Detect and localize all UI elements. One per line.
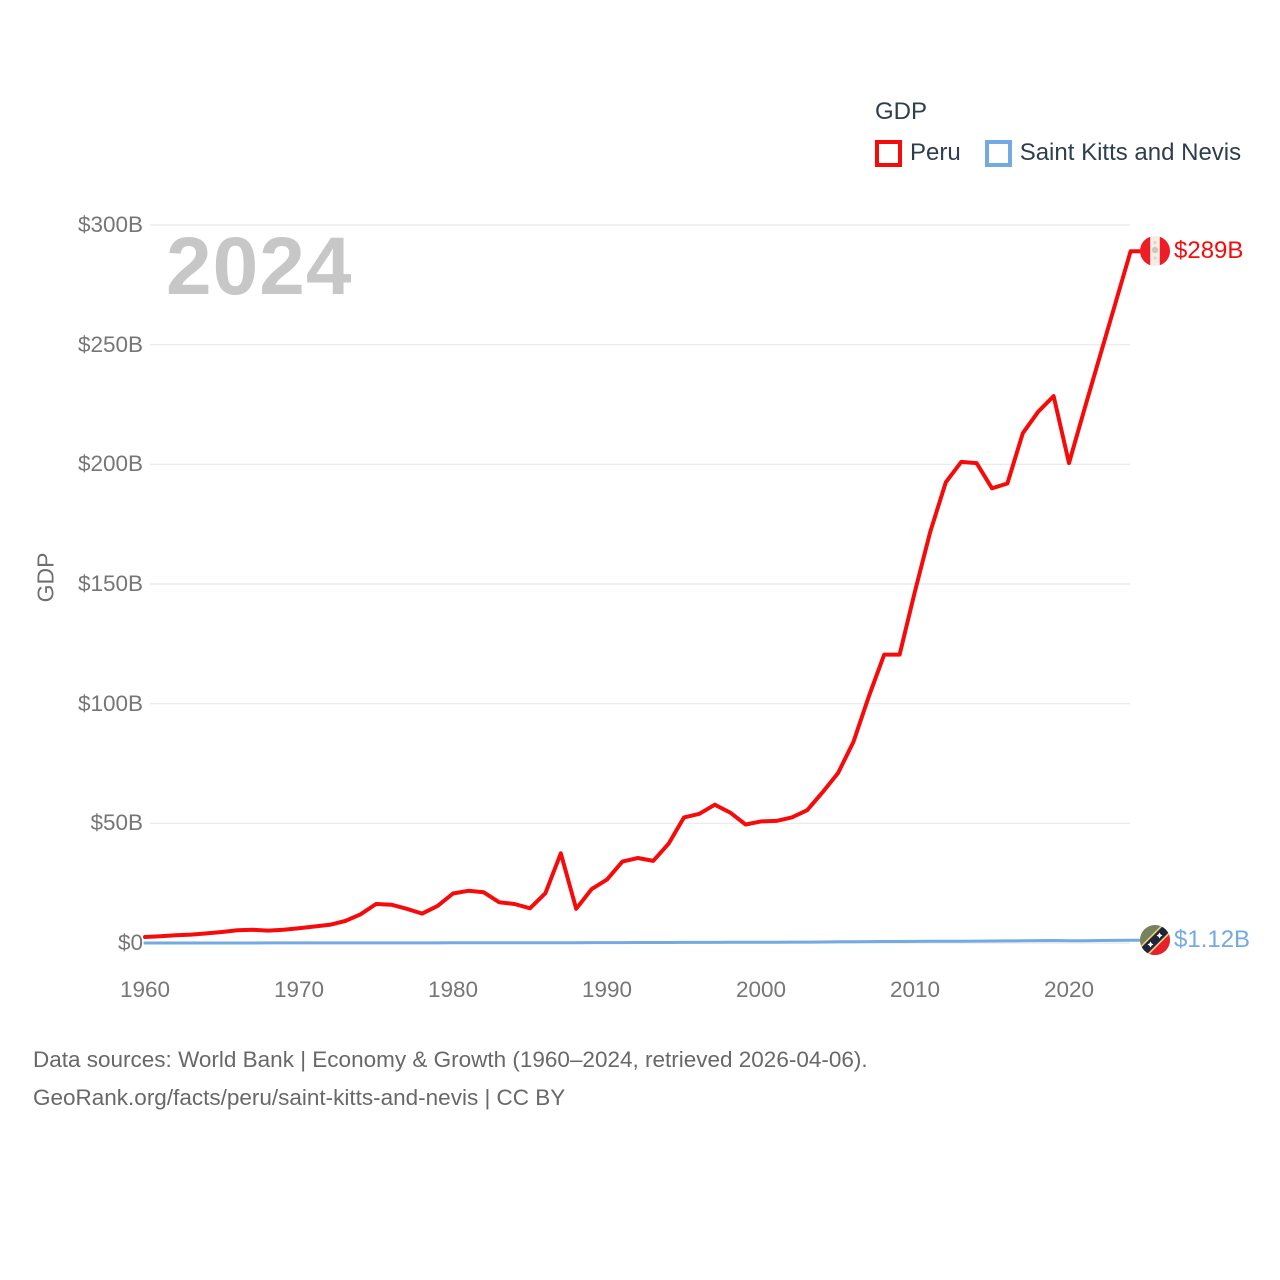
line-peru xyxy=(143,249,1143,939)
x-tick-label: 2010 xyxy=(889,977,941,1002)
x-tick-label: 2020 xyxy=(1043,977,1095,1002)
y-tick-label: $100B xyxy=(77,690,143,716)
x-tick-label: 1990 xyxy=(581,977,633,1002)
legend-title: GDP xyxy=(875,98,928,125)
line-saint-kitts-and-nevis xyxy=(143,938,1143,945)
peru-end-value-label: $289B xyxy=(1174,237,1244,265)
legend-items: Peru Saint Kitts and Nevis xyxy=(875,139,1241,167)
legend-label-saint-kitts-and-nevis: Saint Kitts and Nevis xyxy=(1019,139,1242,166)
y-tick-label: $200B xyxy=(77,451,143,477)
legend-item-peru[interactable]: Peru xyxy=(875,139,961,167)
legend: GDP Peru Saint Kitts and Nevis xyxy=(875,98,1241,167)
watermark-year: 2024 xyxy=(166,221,353,312)
attribution-line: GeoRank.org/facts/peru/saint-kitts-and-n… xyxy=(33,1085,566,1110)
saint-kitts-and-nevis-end-value-label: $1.12B xyxy=(1174,926,1251,954)
peru-flag-icon xyxy=(1140,236,1170,267)
y-tick-label: $300B xyxy=(77,212,143,237)
legend-label-peru: Peru xyxy=(910,139,961,166)
saint-kitts-and-nevis-flag-icon xyxy=(1140,925,1170,956)
peru-legend-swatch[interactable] xyxy=(875,139,902,167)
saint-kitts-and-nevis-legend-swatch[interactable] xyxy=(984,139,1012,167)
y-tick-label: $250B xyxy=(77,331,143,357)
y-tick-label: $150B xyxy=(77,571,143,596)
x-tick-label: 2000 xyxy=(735,977,787,1002)
x-tick-label: 1970 xyxy=(273,977,325,1002)
x-tick-label: 1960 xyxy=(119,977,171,1002)
legend-item-saint-kitts-and-nevis[interactable]: Saint Kitts and Nevis xyxy=(984,139,1242,167)
y-tick-label: $50B xyxy=(90,810,143,836)
y-tick-label: $0 xyxy=(117,930,143,955)
x-tick-label: 1980 xyxy=(427,977,479,1002)
footer: Data sources: World Bank | Economy & Gro… xyxy=(33,1041,868,1117)
data-sources-line: Data sources: World Bank | Economy & Gro… xyxy=(33,1047,868,1072)
